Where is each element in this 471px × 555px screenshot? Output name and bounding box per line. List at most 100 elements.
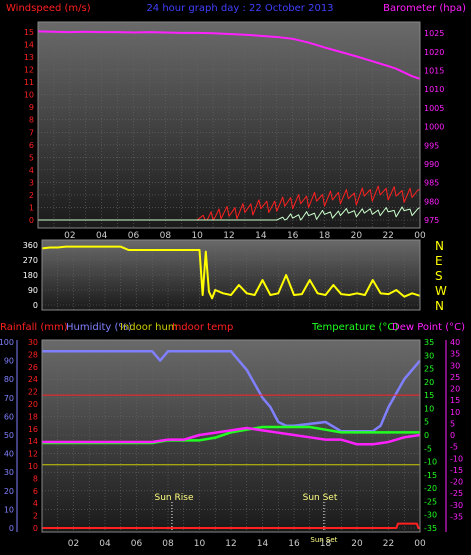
rainfall-line [42, 522, 420, 529]
x-tick-label: 14 [255, 231, 267, 241]
rainfall-tick-label: 28 [28, 350, 38, 359]
rainfall-tick-label: 12 [28, 450, 38, 459]
gust-line [38, 206, 421, 221]
dew-point-tick-label: -25 [450, 489, 463, 498]
windspeed-tick-label: 14 [24, 41, 34, 50]
dew-point-tick-label: 15 [450, 396, 460, 405]
chart-title: 24 hour graph day : 22 October 2013 [146, 3, 333, 14]
temperature-tick-label: -20 [424, 484, 437, 493]
rainfall-tick-label: 22 [28, 388, 38, 397]
sun-set-axis-label: Sun Set [310, 536, 337, 544]
dew-point-tick-label: 20 [450, 385, 460, 394]
humidity-tick-label: 70 [4, 394, 14, 403]
dew-point-tick-label: -15 [450, 466, 463, 475]
dew-point-tick-label: -30 [450, 501, 463, 510]
windspeed-axis-title: Windspeed (m/s) [6, 3, 91, 14]
windspeed-tick-label: 4 [29, 166, 34, 175]
temperature-tick-label: 35 [424, 338, 434, 347]
windspeed-tick-label: 5 [29, 153, 34, 162]
dew-point-axis-title: Dew Point (°C) [392, 322, 465, 333]
dew-point-tick-label: -5 [450, 443, 458, 452]
x-tick-label: 10 [194, 539, 206, 549]
barometer-line [37, 30, 421, 80]
x-tick-label: 10 [191, 231, 203, 241]
humidity-tick-label: 20 [4, 487, 14, 496]
temperature-tick-label: 30 [424, 351, 434, 360]
rainfall-tick-label: 6 [33, 487, 38, 496]
direction-tick-label: 360 [23, 241, 38, 250]
barometer-tick-label: 1025 [424, 29, 444, 38]
temperature-tick-label: 0 [424, 431, 429, 440]
direction-tick-label: 180 [23, 271, 38, 280]
compass-label: N [435, 299, 444, 313]
humidity-tick-label: 40 [4, 450, 14, 459]
plot-border-p1 [37, 21, 421, 229]
x-tick-label: 16 [287, 231, 299, 241]
windspeed-tick-label: 3 [29, 178, 34, 187]
humidity-tick-label: 0 [9, 524, 14, 533]
rainfall-axis-title: Rainfall (mm) [0, 322, 68, 333]
temperature-tick-label: 25 [424, 365, 434, 374]
humidity-tick-label: 10 [4, 505, 14, 514]
windspeed-tick-label: 1 [29, 203, 34, 212]
dew-point-tick-label: -10 [450, 454, 463, 463]
x-tick-label: 08 [162, 539, 174, 549]
windspeed-tick-label: 6 [29, 141, 34, 150]
direction-tick-label: 270 [23, 256, 38, 265]
direction-tick-label: 0 [33, 301, 38, 310]
windspeed-tick-label: 12 [24, 66, 34, 75]
rainfall-tick-label: 30 [28, 338, 38, 347]
humidity-axis-title: Humidity (%) [66, 322, 132, 333]
temperature-tick-label: 20 [424, 378, 434, 387]
barometer-tick-label: 1010 [424, 85, 444, 94]
rainfall-tick-label: 8 [33, 474, 38, 483]
x-tick-label: 00 [414, 231, 426, 241]
windspeed-tick-label: 8 [29, 116, 34, 125]
dew-point-tick-label: 30 [450, 361, 460, 370]
rainfall-tick-label: 4 [33, 499, 38, 508]
x-tick-label: 22 [382, 231, 393, 241]
temperature-axis-title: Temperature (°C) [311, 322, 398, 333]
dew-point-tick-label: 10 [450, 408, 460, 417]
rainfall-tick-label: 26 [28, 363, 38, 372]
x-tick-label: 14 [257, 539, 269, 549]
x-tick-label: 08 [160, 231, 172, 241]
temperature-tick-label: 10 [424, 404, 434, 413]
rainfall-tick-label: 16 [28, 425, 38, 434]
x-tick-label: 00 [414, 539, 426, 549]
barometer-tick-label: 995 [424, 141, 439, 150]
temperature-tick-label: -30 [424, 511, 437, 520]
x-tick-label: 22 [383, 539, 394, 549]
barometer-tick-label: 985 [424, 179, 439, 188]
compass-label: S [435, 269, 443, 283]
barometer-tick-label: 1020 [424, 48, 444, 57]
windspeed-tick-label: 11 [24, 78, 34, 87]
x-tick-label: 02 [68, 539, 79, 549]
x-tick-label: 20 [351, 539, 363, 549]
rainfall-tick-label: 10 [28, 462, 38, 471]
x-tick-label: 20 [351, 231, 363, 241]
dew-point-tick-label: -35 [450, 512, 463, 521]
plot-border-p2 [41, 239, 421, 311]
temperature-tick-label: 15 [424, 391, 434, 400]
compass-label: W [435, 284, 447, 298]
windspeed-tick-label: 15 [24, 28, 34, 37]
windspeed-tick-label: 7 [29, 128, 34, 137]
x-tick-label: 04 [96, 231, 108, 241]
barometer-tick-label: 1000 [424, 123, 444, 132]
sun-set-label: Sun Set [303, 493, 338, 503]
indoor-hum-legend: Indoor hum [120, 322, 178, 333]
barometer-tick-label: 980 [424, 197, 439, 206]
plot-border-p3 [41, 339, 421, 533]
windspeed-tick-label: 0 [29, 216, 34, 225]
humidity-tick-label: 100 [0, 338, 14, 347]
dew-point-tick-label: 40 [450, 338, 460, 347]
x-tick-label: 18 [319, 231, 331, 241]
barometer-tick-label: 1005 [424, 104, 444, 113]
windspeed-tick-label: 9 [29, 103, 34, 112]
indoor-temp-legend: Indoor temp [172, 322, 233, 333]
x-tick-label: 12 [225, 539, 236, 549]
x-tick-label: 16 [288, 539, 300, 549]
